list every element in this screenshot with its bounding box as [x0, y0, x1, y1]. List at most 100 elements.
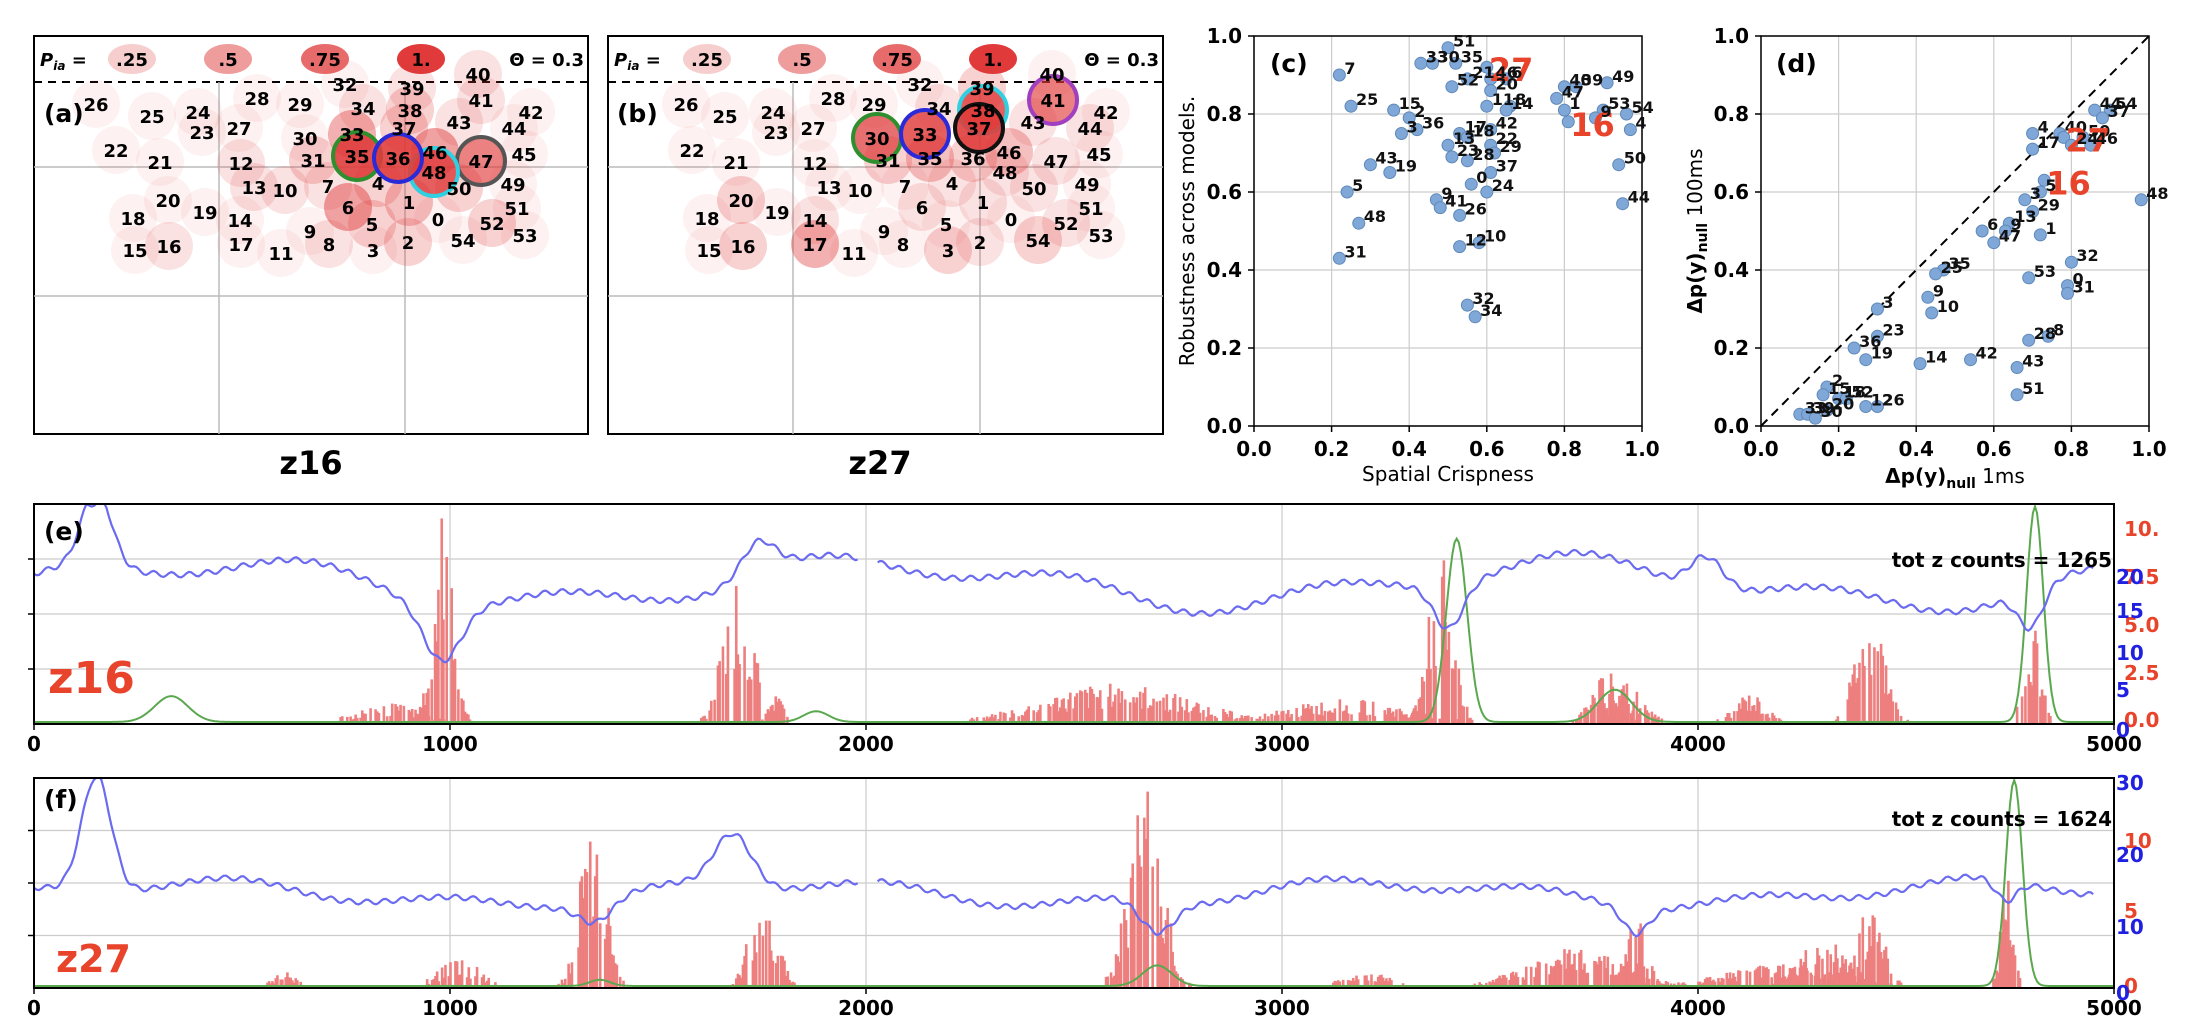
blob [305, 220, 353, 268]
red-bar [1452, 668, 1456, 724]
red-bar [1866, 979, 1869, 988]
red-bar [758, 682, 761, 724]
blob [881, 162, 929, 210]
scatter-label: 26 [1465, 199, 1487, 218]
blob [349, 226, 397, 274]
x-tick-label: 0.6 [1976, 437, 2011, 461]
panel-e-green-line [34, 504, 2114, 723]
panel-b-pia-legend: Pia = .25 .5 .75 1. Θ = 0.3 [614, 44, 1159, 74]
red-bar [1741, 697, 1744, 724]
panel-e-label: z16 [48, 653, 135, 704]
scatter-label: 52 [1851, 383, 1873, 402]
blob-label: 42 [1093, 103, 1118, 124]
red-bar [1172, 697, 1175, 724]
red-bar [1703, 978, 1707, 988]
blob-label: 5 [366, 215, 379, 236]
blob-label: 48 [421, 163, 446, 184]
red-bar [449, 962, 452, 988]
red-bar [577, 947, 580, 988]
right-tick-label-blue: 0 [2116, 718, 2130, 742]
red-bar [1643, 977, 1646, 988]
panel-d-xlabel-main: Δp(y) [1885, 464, 1946, 488]
red-bar [1664, 981, 1668, 988]
red-bar [289, 977, 293, 988]
panel-c-xlabel: Spatial Crispness [1362, 462, 1534, 486]
red-bar [1598, 956, 1601, 988]
scatter-point [2061, 286, 2075, 300]
pia-swatch [204, 44, 252, 74]
red-bar [1534, 967, 1538, 988]
red-bar [1778, 966, 1782, 988]
red-bar [1617, 706, 1620, 724]
red-bar [1826, 949, 1829, 988]
red-bar [1648, 978, 1651, 988]
red-bar [1250, 717, 1253, 724]
red-bar [459, 974, 462, 988]
red-bar [1607, 714, 1610, 724]
red-bar [1113, 694, 1117, 724]
red-bar [1508, 979, 1511, 988]
red-bar [1363, 975, 1367, 988]
scatter-label: 2 [1414, 102, 1425, 121]
red-bar [339, 717, 342, 724]
red-bar [1129, 877, 1133, 988]
red-bar [1338, 981, 1342, 988]
scatter-label: 26 [1882, 391, 1904, 410]
scatter-point [1820, 403, 1834, 417]
red-bar [1613, 975, 1616, 988]
scatter-point [1616, 197, 1630, 211]
scatter-point [1975, 224, 1989, 238]
blob-label: 5 [940, 215, 953, 236]
blob-label: 8 [323, 235, 336, 256]
red-bar [482, 974, 486, 988]
scatter-point [1925, 306, 1939, 320]
red-bar [1162, 697, 1165, 724]
blob [289, 136, 337, 184]
red-bar [1881, 958, 1885, 988]
blob-label: 46 [996, 143, 1021, 164]
red-bar [462, 700, 465, 724]
scatter-label: 3 [2030, 184, 2041, 203]
scatter-point [1441, 138, 1455, 152]
red-bar [1462, 706, 1466, 724]
red-bar [2017, 970, 2020, 988]
red-bar [970, 717, 974, 724]
blob-label: 27 [800, 119, 825, 140]
red-bar [1858, 662, 1861, 724]
red-bar [1301, 704, 1305, 724]
scatter-label: 20 [1832, 394, 1854, 413]
red-bar [1100, 708, 1104, 724]
blob-label: 44 [1077, 119, 1102, 140]
red-bar [469, 978, 472, 988]
red-bar [1114, 954, 1118, 988]
blob-label: 3 [367, 241, 380, 262]
scatter-label: 29 [2038, 196, 2060, 215]
scatter-label-highlight: 27 [1489, 51, 1534, 89]
red-bar [1032, 710, 1035, 724]
red-bar [1469, 717, 1472, 724]
blob [1032, 137, 1080, 185]
red-bar [1182, 981, 1186, 988]
scatter-point [1383, 166, 1397, 179]
blob [1063, 160, 1111, 208]
blob-label: 8 [897, 235, 910, 256]
blob [717, 176, 765, 224]
red-bar [1832, 962, 1836, 988]
red-bar [1373, 981, 1377, 988]
red-bar [1118, 961, 1121, 988]
blob [276, 80, 324, 128]
red-bar [2002, 898, 2005, 988]
red-bar [1586, 972, 1590, 988]
red-bar [1124, 920, 1128, 988]
red-bar [1597, 716, 1600, 724]
red-bar [1782, 981, 1786, 988]
red-bar [1749, 710, 1753, 724]
red-bar [1499, 978, 1503, 988]
red-bar [1395, 709, 1398, 724]
scatter-point [1557, 80, 1571, 94]
right-tick-label-red: 5.0 [2124, 613, 2159, 637]
red-bar [1516, 976, 1520, 988]
red-bar [1035, 712, 1039, 724]
red-bar [1163, 943, 1166, 988]
red-bar [753, 934, 756, 988]
